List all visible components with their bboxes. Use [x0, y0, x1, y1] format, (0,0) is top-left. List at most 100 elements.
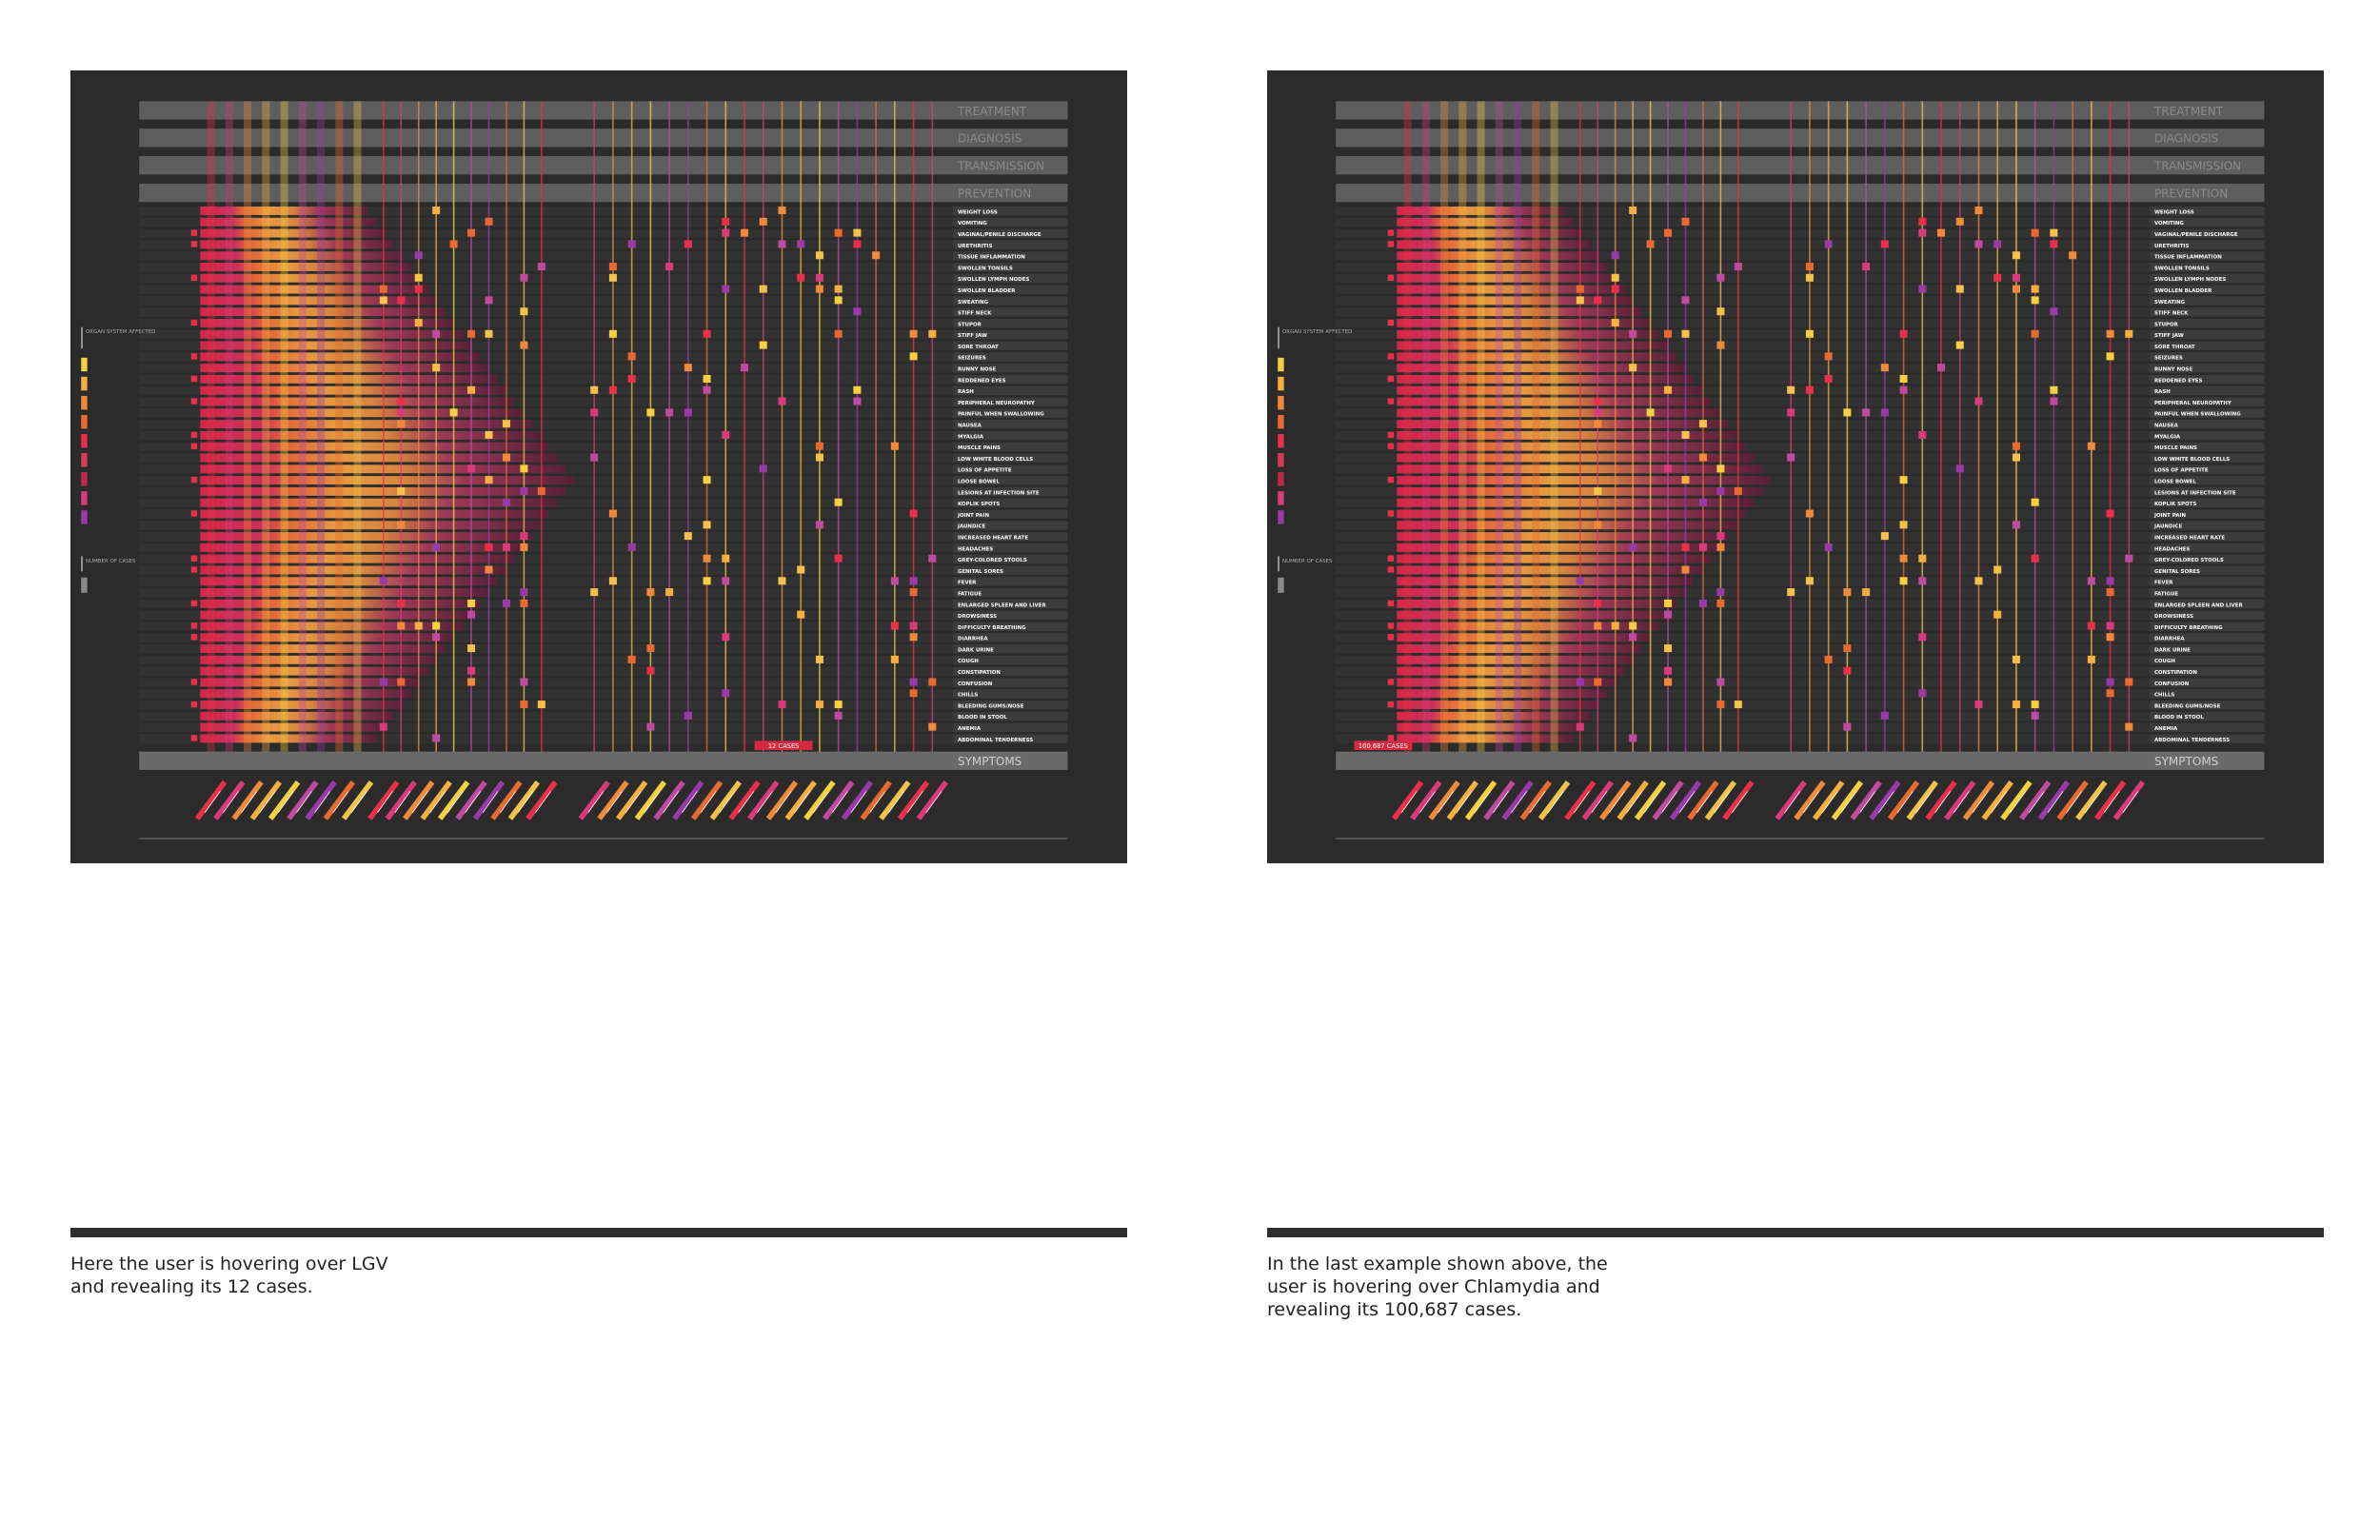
cell — [1862, 588, 1871, 597]
cell — [646, 408, 655, 417]
row-bg — [139, 633, 1068, 642]
cell — [467, 228, 476, 237]
row-bg — [1336, 521, 2265, 530]
symptom-label: BLOOD IN STOOL — [958, 715, 1007, 721]
disease-label-text — [350, 791, 367, 814]
heat-stripe — [1397, 701, 1599, 709]
cell — [1629, 633, 1637, 642]
cell — [1387, 241, 1395, 247]
symptom-label: MYALGIA — [958, 434, 984, 440]
cell — [853, 240, 862, 248]
cell — [834, 296, 843, 305]
heat-stripe — [200, 374, 498, 384]
row-bg — [1336, 476, 2265, 485]
cell — [627, 655, 636, 663]
row-bg — [139, 374, 1068, 385]
label-bg — [2150, 711, 2265, 721]
cell — [2050, 385, 2058, 394]
cell — [379, 678, 387, 686]
cell — [1880, 532, 1889, 541]
label-bg — [2150, 644, 2265, 654]
cell — [1805, 385, 1814, 394]
row-bg — [139, 701, 1068, 710]
cell — [1805, 509, 1814, 518]
symptom-label: NAUSEA — [2154, 424, 2179, 429]
label-bg — [953, 711, 1068, 721]
hover-box — [754, 740, 813, 751]
cell — [2125, 554, 2133, 563]
cell — [537, 486, 545, 495]
cell — [909, 678, 918, 686]
row-bg — [139, 420, 1068, 429]
symptom-label: CHILLS — [2154, 693, 2174, 699]
cell — [520, 307, 528, 316]
heat-stripe — [200, 341, 472, 350]
cell — [759, 464, 767, 473]
disease-label-bar — [507, 780, 541, 820]
cell — [815, 273, 823, 282]
disease-label-bar — [323, 780, 355, 820]
cell — [1387, 566, 1395, 573]
cell — [1594, 420, 1602, 428]
label-bg — [2150, 554, 2265, 564]
heat-stripe — [200, 352, 481, 362]
cell — [467, 666, 476, 675]
row-bg — [1336, 722, 2265, 733]
label-bg — [2150, 442, 2265, 452]
label-bg — [953, 734, 1068, 743]
cell — [684, 711, 692, 720]
cell — [703, 476, 711, 484]
cell — [1664, 644, 1673, 653]
disease-label-text — [700, 791, 717, 814]
disease-label-bar — [1687, 780, 1719, 820]
caption-line: user is hovering over Chlamydia and — [1267, 1276, 1600, 1297]
label-bg — [953, 498, 1068, 508]
disease-label-text — [1859, 791, 1876, 814]
disease-label-bar — [1428, 780, 1460, 820]
heat-stripe — [200, 420, 532, 429]
cell — [1387, 634, 1395, 641]
row-bg — [1336, 532, 2265, 542]
label-bg — [2150, 633, 2265, 642]
cell — [1594, 599, 1602, 607]
band — [1336, 101, 2265, 120]
cell — [1664, 228, 1673, 237]
cell — [1805, 577, 1814, 585]
heat-stripe — [1397, 385, 1703, 395]
label-bg — [2150, 420, 2265, 429]
band — [1336, 156, 2265, 175]
symptom-label: DIARRHEA — [2154, 637, 2185, 642]
label-bg — [2150, 588, 2265, 598]
cell — [2012, 285, 2020, 293]
cell — [1698, 599, 1707, 607]
cell — [190, 679, 198, 685]
row-bg — [139, 251, 1068, 261]
heat-stripe — [200, 711, 394, 721]
symptom-label: LOW WHITE BLOOD CELLS — [958, 457, 1033, 463]
disease-label-bar — [1410, 780, 1442, 820]
cell — [190, 600, 198, 607]
symptom-label: JAUNDICE — [2153, 524, 2183, 530]
disease-label-text — [1511, 791, 1528, 814]
row-bg — [1336, 464, 2265, 474]
cell — [890, 577, 899, 585]
symptom-label: LESIONS AT INFECTION SITE — [2154, 490, 2236, 496]
row-bg — [139, 588, 1068, 598]
symptom-label: SEIZURES — [958, 356, 986, 362]
cell — [1805, 329, 1814, 338]
disease-label-bar — [822, 780, 855, 820]
cell — [1594, 678, 1602, 686]
cell — [485, 430, 493, 439]
label-bg — [953, 622, 1068, 631]
cell — [2031, 296, 2039, 305]
heat-stripe — [200, 565, 506, 575]
cell — [1734, 701, 1742, 709]
cell — [1716, 701, 1725, 709]
heat-stripe — [1397, 273, 1616, 283]
label-bg — [953, 701, 1068, 710]
row-bg — [139, 565, 1068, 575]
disease-label-bar — [747, 780, 780, 820]
cell — [1594, 521, 1602, 529]
disease-label-bar — [1519, 780, 1552, 820]
